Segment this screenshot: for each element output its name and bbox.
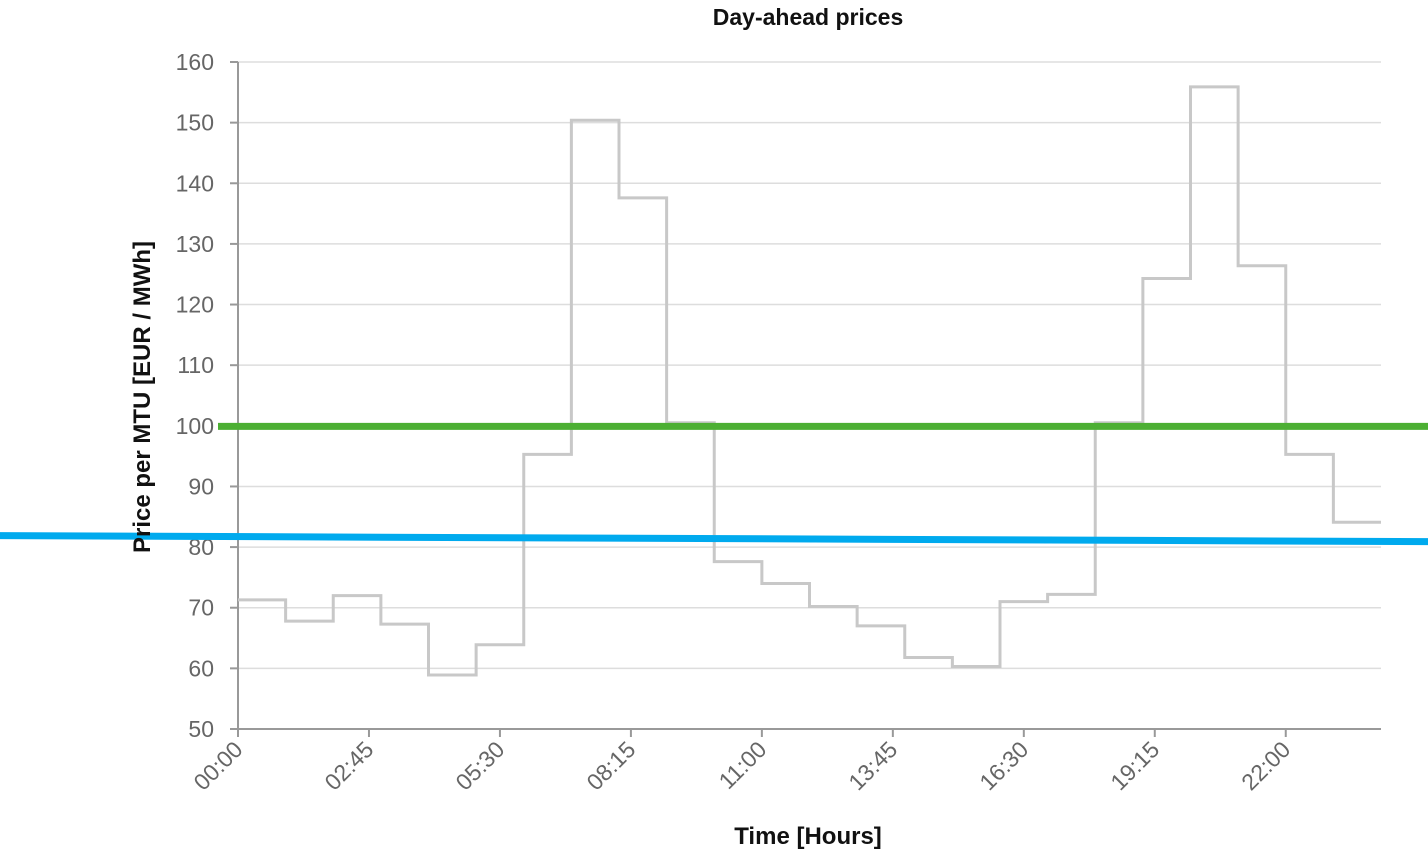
x-tick-label: 05:30 xyxy=(450,736,509,795)
x-tick-label: 08:15 xyxy=(581,736,640,795)
x-tick-label: 19:15 xyxy=(1105,736,1164,795)
y-tick-label: 120 xyxy=(176,292,214,318)
series-layer xyxy=(238,85,1381,677)
x-tick-label: 13:45 xyxy=(843,736,902,795)
chart-title: Day-ahead prices xyxy=(713,4,903,30)
y-tick-label: 130 xyxy=(176,231,214,257)
x-tick-label: 16:30 xyxy=(974,736,1033,795)
y-tick-label: 70 xyxy=(188,595,214,621)
x-axis-ticks: 00:00 02:45 05:30 08:15 11:00 13:45 16:30 19:15… xyxy=(188,729,1295,795)
x-tick-label: 00:00 xyxy=(188,736,247,795)
reference-lines xyxy=(0,422,1428,546)
y-tick-label: 90 xyxy=(188,473,214,499)
x-tick-label: 11:00 xyxy=(714,736,772,794)
x-axis-label: Time [Hours] xyxy=(734,823,882,850)
grid xyxy=(238,61,1381,730)
axes xyxy=(237,62,1381,730)
y-tick-label: 150 xyxy=(176,110,214,136)
x-tick-label: 22:00 xyxy=(1236,736,1295,795)
y-tick-label: 60 xyxy=(188,655,214,681)
y-tick-label: 100 xyxy=(176,413,214,439)
y-axis-label: Price per MTU [EUR / MWh] xyxy=(129,241,156,553)
y-tick-label: 160 xyxy=(176,49,214,75)
price-step-line xyxy=(238,85,1381,677)
y-tick-label: 110 xyxy=(177,352,214,378)
x-tick-label: 02:45 xyxy=(319,736,378,795)
y-tick-label: 50 xyxy=(188,716,214,742)
blue-reference-line xyxy=(0,532,1428,546)
y-tick-label: 140 xyxy=(176,170,214,196)
